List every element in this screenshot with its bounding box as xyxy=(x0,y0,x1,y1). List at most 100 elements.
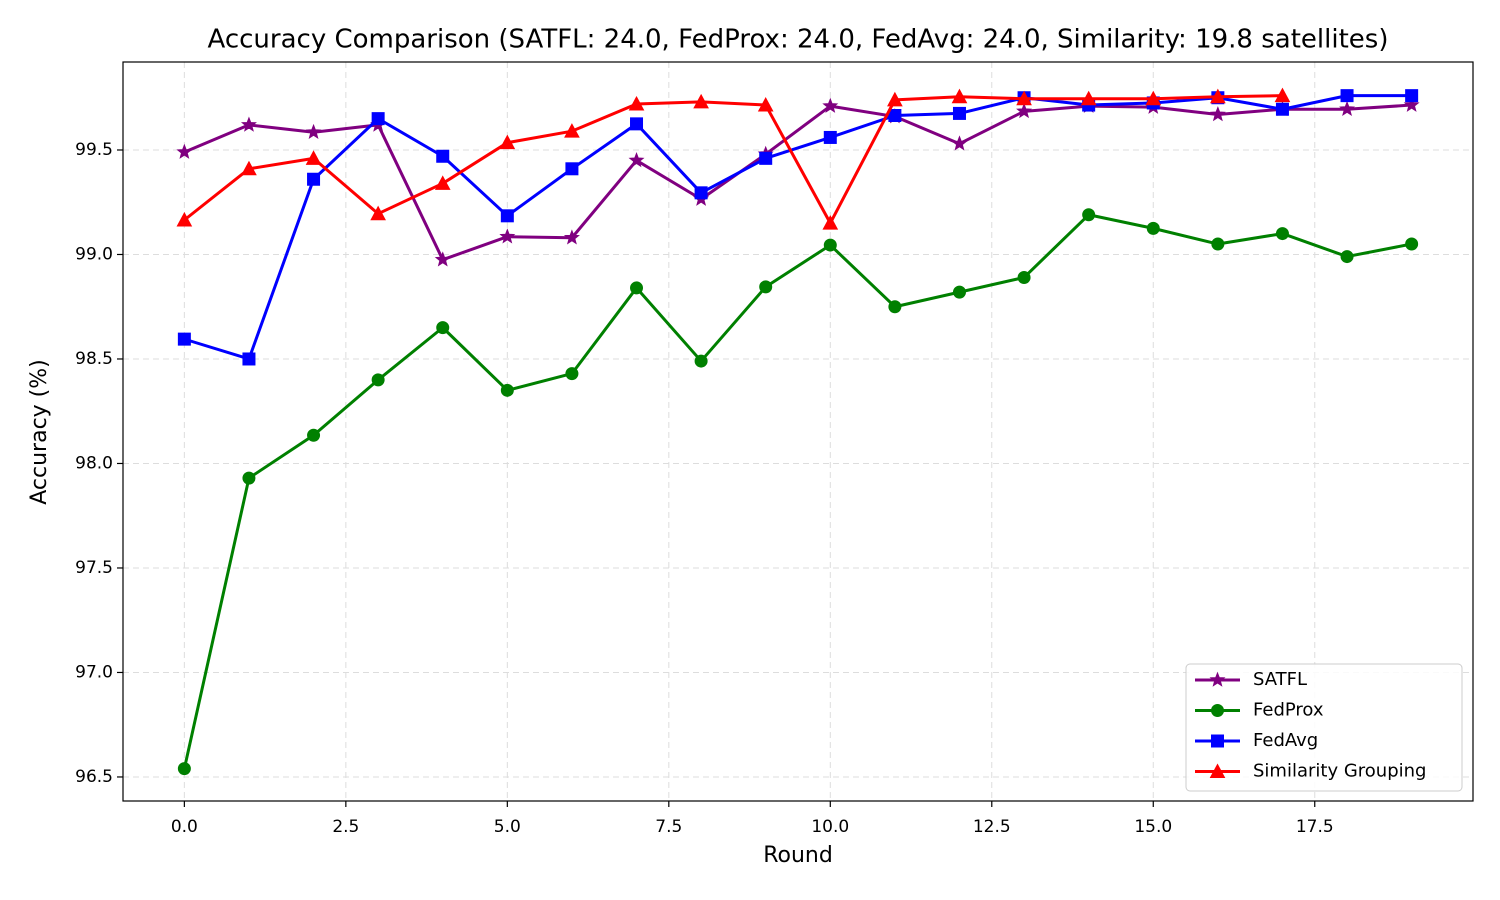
marker xyxy=(500,209,514,223)
marker xyxy=(434,251,451,267)
marker xyxy=(370,205,386,221)
legend-label: SATFL xyxy=(1253,669,1307,690)
marker xyxy=(823,130,837,144)
y-tick-label: 99.0 xyxy=(75,244,113,264)
marker xyxy=(307,172,321,186)
y-axis-label: Accuracy (%) xyxy=(27,359,52,505)
x-tick-label: 10.0 xyxy=(811,817,849,837)
marker xyxy=(693,93,709,109)
chart-title: Accuracy Comparison (SATFL: 24.0, FedPro… xyxy=(208,25,1389,55)
marker xyxy=(371,112,385,126)
marker xyxy=(563,229,580,245)
marker xyxy=(176,143,193,159)
marker xyxy=(500,383,514,397)
marker xyxy=(1405,237,1419,251)
marker xyxy=(177,332,191,346)
y-tick-label: 96.5 xyxy=(75,767,113,787)
marker xyxy=(371,373,385,387)
marker xyxy=(176,211,193,227)
y-tick-label: 98.5 xyxy=(75,349,113,369)
marker xyxy=(242,471,256,485)
marker xyxy=(1017,270,1031,284)
y-tick-label: 98.0 xyxy=(75,453,113,473)
marker xyxy=(436,149,450,163)
marker xyxy=(759,151,773,165)
x-tick-label: 0.0 xyxy=(171,817,198,837)
marker xyxy=(1274,87,1291,103)
legend-marker xyxy=(1209,671,1226,687)
marker xyxy=(1275,227,1289,241)
marker xyxy=(888,300,902,314)
marker xyxy=(1405,89,1419,103)
x-tick-label: 12.5 xyxy=(973,817,1011,837)
series-line xyxy=(182,213,1412,769)
marker xyxy=(759,280,773,294)
marker xyxy=(1403,96,1420,112)
marker xyxy=(823,238,837,252)
x-tick-label: 2.5 xyxy=(332,817,359,837)
series-line xyxy=(183,94,1412,361)
marker xyxy=(952,285,966,299)
series-line xyxy=(183,103,1412,262)
x-tick-label: 7.5 xyxy=(655,817,682,837)
marker xyxy=(564,123,580,138)
marker xyxy=(822,215,839,230)
marker xyxy=(630,281,644,295)
y-tick-label: 97.0 xyxy=(75,662,113,682)
marker xyxy=(177,762,191,776)
marker xyxy=(1211,237,1225,251)
marker xyxy=(436,321,450,335)
marker xyxy=(242,352,256,366)
marker xyxy=(757,96,774,112)
marker xyxy=(1210,88,1226,104)
legend-box xyxy=(1185,663,1463,792)
marker xyxy=(1016,102,1033,119)
plot-frame xyxy=(122,61,1474,802)
marker xyxy=(694,186,708,200)
marker xyxy=(888,109,902,123)
series-line xyxy=(183,94,1283,225)
marker xyxy=(1016,90,1032,106)
marker xyxy=(307,428,321,442)
legend-marker xyxy=(1211,704,1224,717)
marker xyxy=(1145,90,1162,106)
marker xyxy=(951,88,968,104)
x-tick-label: 5.0 xyxy=(494,817,521,837)
legend-label: FedProx xyxy=(1253,700,1324,721)
marker xyxy=(1275,102,1289,116)
marker xyxy=(305,150,322,165)
x-axis-label: Round xyxy=(763,843,833,868)
x-tick-label: 17.5 xyxy=(1296,817,1334,837)
marker xyxy=(951,135,968,151)
marker xyxy=(1146,221,1160,235)
marker xyxy=(499,134,516,150)
marker xyxy=(241,160,257,176)
marker xyxy=(240,116,257,132)
legend-label: FedAvg xyxy=(1253,730,1318,751)
y-tick-label: 99.5 xyxy=(75,140,113,160)
marker xyxy=(694,354,708,368)
legend-label: Similarity Grouping xyxy=(1253,761,1426,782)
marker xyxy=(1339,100,1356,117)
marker xyxy=(499,228,516,244)
marker xyxy=(1082,208,1096,222)
marker xyxy=(1080,90,1097,106)
marker xyxy=(1340,250,1354,264)
marker xyxy=(434,175,451,190)
marker xyxy=(952,106,966,120)
legend-marker xyxy=(1209,763,1226,778)
marker xyxy=(1209,106,1226,122)
x-tick-label: 15.0 xyxy=(1134,817,1172,837)
marker xyxy=(630,117,644,131)
marker xyxy=(565,162,579,176)
y-tick-label: 97.5 xyxy=(75,558,113,578)
marker xyxy=(565,367,579,381)
marker xyxy=(628,152,645,168)
marker xyxy=(887,91,903,107)
legend-marker xyxy=(1211,734,1224,748)
marker xyxy=(628,95,645,111)
marker xyxy=(1340,89,1354,103)
marker xyxy=(822,97,839,113)
marker xyxy=(305,123,322,140)
